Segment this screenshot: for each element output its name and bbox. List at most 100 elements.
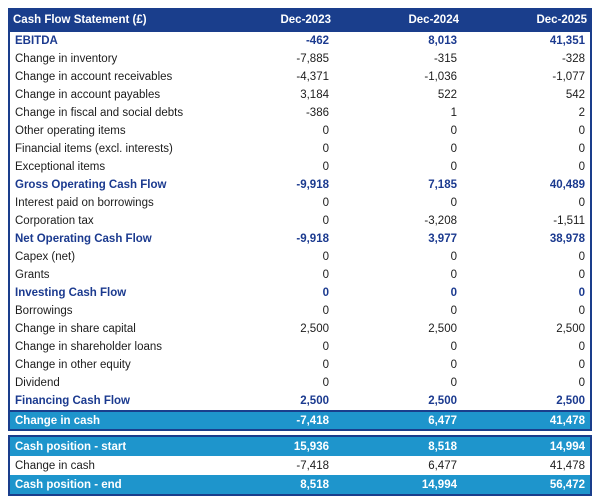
- table-row: Net Operating Cash Flow -9,918 3,977 38,978: [10, 230, 590, 248]
- table-row: Change in fiscal and social debts -386 1 2: [10, 104, 590, 122]
- row-label: EBITDA: [15, 35, 58, 47]
- row-label: Financial items (excl. interests): [15, 143, 173, 155]
- table-row: Interest paid on borrowings 0 0 0: [10, 194, 590, 212]
- cell-value: -328: [561, 53, 585, 65]
- row-label: Change in other equity: [15, 359, 131, 371]
- cash-position-body: Cash position - start 15,936 8,518 14,994 Ch…: [10, 437, 590, 494]
- table-row: Other operating items 0 0 0: [10, 122, 590, 140]
- table-row: Change in account receivables -4,371 -1,03…: [10, 68, 590, 86]
- row-label: Cash position - end: [15, 478, 122, 491]
- table-header-row: Cash Flow Statement (£) Dec-2023 Dec-202…: [8, 8, 592, 32]
- table-row: Investing Cash Flow 0 0 0: [10, 284, 590, 302]
- cell-value: 0: [450, 269, 457, 281]
- cell-value: 0: [578, 251, 585, 263]
- cell-value: 7,185: [428, 179, 457, 191]
- cell-value: 0: [450, 341, 457, 353]
- row-label: Grants: [15, 269, 50, 281]
- cell-value: -1,036: [424, 71, 457, 83]
- cell-value: 0: [322, 341, 329, 353]
- table-body: EBITDA -462 8,013 41,351 Change in inventory…: [10, 32, 590, 429]
- cell-value: 40,489: [549, 179, 585, 191]
- cell-value: 0: [450, 125, 457, 137]
- cell-value: 542: [565, 89, 585, 101]
- cell-value: 0: [450, 161, 457, 173]
- table-row: Change in cash -7,418 6,477 41,478: [10, 456, 590, 475]
- cell-value: -7,418: [296, 459, 329, 472]
- table-row: Change in shareholder loans 0 0 0: [10, 338, 590, 356]
- table-row: Financial items (excl. interests) 0 0 0: [10, 140, 590, 158]
- row-label: Dividend: [15, 377, 60, 389]
- cell-value: 0: [322, 305, 329, 317]
- cell-value: -9,918: [296, 179, 329, 191]
- cell-value: 41,351: [549, 35, 585, 47]
- cell-value: 15,936: [293, 440, 329, 453]
- cell-value: 0: [578, 359, 585, 371]
- cell-value: 0: [578, 305, 585, 317]
- row-label: Change in fiscal and social debts: [15, 107, 184, 119]
- cell-value: 0: [322, 197, 329, 209]
- row-label: Exceptional items: [15, 161, 106, 173]
- cell-value: 2,500: [300, 323, 329, 335]
- row-label: Change in shareholder loans: [15, 341, 163, 353]
- cell-value: 0: [578, 125, 585, 137]
- cell-value: 56,472: [549, 478, 585, 491]
- table-row: Financing Cash Flow 2,500 2,500 2,500: [10, 392, 590, 410]
- row-label: Change in inventory: [15, 53, 118, 65]
- table-row: Change in account payables 3,184 522 542: [10, 86, 590, 104]
- cell-value: 0: [322, 251, 329, 263]
- cell-value: 0: [450, 359, 457, 371]
- cell-value: 41,478: [549, 414, 585, 427]
- cell-value: 0: [450, 287, 457, 299]
- cell-value: 0: [578, 161, 585, 173]
- row-label: Financing Cash Flow: [15, 395, 131, 407]
- row-label: Change in cash: [15, 459, 95, 472]
- cell-value: 0: [578, 377, 585, 389]
- row-label: Change in account payables: [15, 89, 161, 101]
- cell-value: 1: [450, 107, 457, 119]
- cell-value: 0: [322, 215, 329, 227]
- cash-flow-main-table: Cash Flow Statement (£) Dec-2023 Dec-202…: [8, 8, 592, 431]
- table-row: Cash position - start 15,936 8,518 14,994: [10, 437, 590, 456]
- table-row: Change in share capital 2,500 2,500 2,500: [10, 320, 590, 338]
- column-header-dec-2023: Dec-2023: [280, 14, 331, 26]
- cell-value: 3,977: [428, 233, 457, 245]
- cell-value: 0: [322, 161, 329, 173]
- cell-value: 0: [450, 197, 457, 209]
- table-row: Change in cash -7,418 6,477 41,478: [10, 410, 590, 429]
- cell-value: 6,477: [428, 459, 457, 472]
- cell-value: 8,518: [428, 440, 457, 453]
- column-header-dec-2025: Dec-2025: [536, 14, 587, 26]
- cell-value: 2,500: [556, 323, 585, 335]
- cell-value: 0: [450, 143, 457, 155]
- cell-value: 14,994: [549, 440, 585, 453]
- cell-value: 0: [322, 269, 329, 281]
- table-row: Dividend 0 0 0: [10, 374, 590, 392]
- row-label: Change in share capital: [15, 323, 136, 335]
- cash-flow-statement: Cash Flow Statement (£) Dec-2023 Dec-202…: [8, 8, 592, 496]
- table-row: Change in other equity 0 0 0: [10, 356, 590, 374]
- cell-value: -386: [305, 107, 329, 119]
- table-title: Cash Flow Statement (£): [13, 14, 147, 26]
- row-label: Net Operating Cash Flow: [15, 233, 152, 245]
- table-row: Cash position - end 8,518 14,994 56,472: [10, 475, 590, 494]
- cell-value: -1,077: [552, 71, 585, 83]
- cell-value: 8,518: [300, 478, 329, 491]
- table-row: Borrowings 0 0 0: [10, 302, 590, 320]
- cell-value: 0: [322, 377, 329, 389]
- cell-value: 3,184: [300, 89, 329, 101]
- table-row: Capex (net) 0 0 0: [10, 248, 590, 266]
- cell-value: -315: [433, 53, 457, 65]
- cell-value: -7,418: [296, 414, 329, 427]
- row-label: Corporation tax: [15, 215, 94, 227]
- cell-value: 2: [578, 107, 585, 119]
- cell-value: 14,994: [421, 478, 457, 491]
- table-row: Grants 0 0 0: [10, 266, 590, 284]
- table-row: Change in inventory -7,885 -315 -328: [10, 50, 590, 68]
- cell-value: 0: [578, 197, 585, 209]
- table-row: Exceptional items 0 0 0: [10, 158, 590, 176]
- cell-value: 0: [450, 251, 457, 263]
- row-label: Other operating items: [15, 125, 126, 137]
- table-row: Gross Operating Cash Flow -9,918 7,185 40,4…: [10, 176, 590, 194]
- row-label: Cash position - start: [15, 440, 127, 453]
- cell-value: 0: [322, 143, 329, 155]
